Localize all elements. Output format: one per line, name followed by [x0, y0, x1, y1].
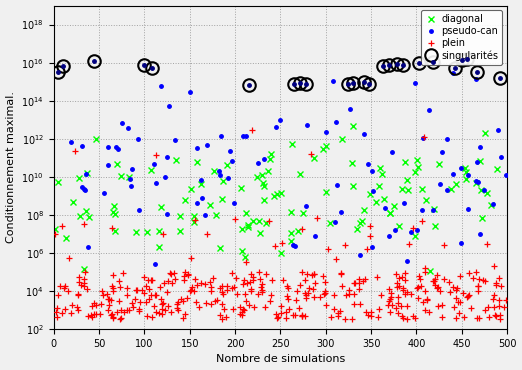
pseudo-can [449, 71, 456, 75]
plein [432, 277, 438, 281]
pseudo-can [419, 208, 425, 212]
diagonal [350, 124, 356, 128]
Legend: diagonal, pseudo-can, plein, singularités: diagonal, pseudo-can, plein, singularité… [421, 10, 502, 64]
singularités [366, 82, 373, 86]
pseudo-can [401, 201, 407, 205]
plein [109, 312, 115, 316]
diagonal [254, 175, 260, 179]
plein [248, 128, 255, 132]
singularités [361, 80, 367, 84]
plein [437, 289, 444, 294]
singularités [350, 81, 356, 85]
plein [311, 295, 317, 299]
diagonal [156, 245, 162, 249]
singularités [60, 64, 66, 69]
diagonal [176, 229, 183, 233]
Line: plein: plein [53, 127, 509, 322]
singularités [474, 70, 480, 74]
singularités [394, 62, 400, 66]
singularités [400, 63, 406, 67]
plein [248, 272, 254, 276]
diagonal [488, 203, 494, 208]
pseudo-can [333, 120, 339, 124]
singularités [346, 82, 352, 86]
singularités [291, 82, 297, 86]
singularités [141, 63, 148, 67]
singularités [297, 81, 303, 85]
X-axis label: Nombre de simulations: Nombre de simulations [216, 354, 345, 364]
diagonal [220, 179, 226, 183]
diagonal [111, 212, 117, 216]
pseudo-can [334, 182, 340, 187]
singularités [386, 63, 393, 67]
singularités [245, 83, 252, 87]
plein [231, 285, 238, 289]
singularités [148, 66, 155, 71]
singularités [91, 58, 98, 63]
singularités [55, 70, 61, 74]
Line: pseudo-can: pseudo-can [68, 69, 510, 268]
Line: singularités: singularités [52, 53, 506, 91]
pseudo-can [386, 233, 393, 238]
diagonal [112, 228, 118, 233]
singularités [303, 82, 309, 86]
singularités [497, 75, 503, 80]
singularités [430, 60, 436, 64]
plein [219, 317, 226, 322]
Line: diagonal: diagonal [52, 123, 500, 273]
singularités [459, 58, 465, 63]
pseudo-can [477, 232, 483, 236]
singularités [380, 64, 386, 68]
diagonal [426, 269, 433, 273]
pseudo-can [426, 107, 433, 112]
plein [351, 302, 357, 307]
pseudo-can [151, 262, 158, 266]
plein [171, 270, 177, 275]
singularités [453, 66, 459, 70]
singularités [464, 57, 470, 62]
diagonal [86, 215, 92, 219]
Y-axis label: Conditionnement maximal.: Conditionnement maximal. [6, 91, 16, 243]
pseudo-can [115, 146, 122, 151]
singularités [416, 61, 422, 65]
